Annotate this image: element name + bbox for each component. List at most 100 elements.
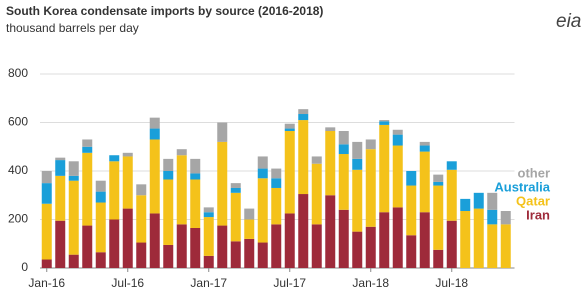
bar-segment xyxy=(365,139,376,150)
bar-segment xyxy=(433,174,444,182)
bar-segment xyxy=(284,123,295,129)
bar-segment xyxy=(41,259,52,268)
bar-segment xyxy=(163,179,174,245)
bar-segment xyxy=(244,208,255,220)
bar-segment xyxy=(325,130,336,196)
bar-segment xyxy=(406,171,417,186)
bar-segment xyxy=(136,242,147,268)
bar-segment xyxy=(217,122,228,142)
bar-segment xyxy=(392,129,403,135)
bar-segment xyxy=(203,217,214,256)
bar-segment xyxy=(298,114,309,121)
bar-segment xyxy=(82,225,93,268)
bar-segment xyxy=(392,207,403,268)
x-tick-label: Jan-16 xyxy=(28,276,65,290)
y-tick-label: 600 xyxy=(8,115,28,129)
bar-segment xyxy=(419,141,430,146)
bar-segment xyxy=(68,254,79,268)
bar-segment xyxy=(500,224,511,268)
y-tick-label: 0 xyxy=(21,260,28,274)
bar-segment xyxy=(163,171,174,180)
bar-segment xyxy=(257,178,268,243)
bar-segment xyxy=(149,139,160,214)
bar-segment xyxy=(95,191,106,203)
bar-segment xyxy=(55,157,66,161)
bar-segment xyxy=(257,242,268,268)
bar-segment xyxy=(217,225,228,268)
chart-title: South Korea condensate imports by source… xyxy=(6,4,323,18)
bar-segment xyxy=(109,219,120,268)
bar-segment xyxy=(352,169,363,232)
bar-segment xyxy=(244,238,255,268)
bar-segment xyxy=(257,168,268,179)
bar-segment xyxy=(298,194,309,268)
bar-segment xyxy=(41,171,52,184)
bar-segment xyxy=(433,249,444,268)
bar-segment xyxy=(460,211,471,268)
x-tick-label: Jan-17 xyxy=(190,276,227,290)
bar-segment xyxy=(122,152,133,157)
x-tick-label: Jan-18 xyxy=(352,276,389,290)
x-tick-label: Jul-17 xyxy=(273,276,306,290)
bar-segment xyxy=(190,179,201,228)
bar-segment xyxy=(190,158,201,174)
legend-label: Iran xyxy=(526,207,550,222)
bar-segment xyxy=(68,175,79,181)
bar-segment xyxy=(433,181,444,186)
bar-segment xyxy=(325,195,336,268)
bar-segment xyxy=(365,149,376,227)
logo: eia xyxy=(556,11,581,32)
y-tick-label: 800 xyxy=(8,66,28,80)
bar-segment xyxy=(311,224,322,268)
bar-segment xyxy=(338,154,349,210)
bar-segment xyxy=(311,156,322,164)
bar-segment xyxy=(446,161,457,170)
bar-segment xyxy=(163,244,174,268)
bar-segment xyxy=(271,224,282,268)
bar-segment xyxy=(244,219,255,239)
bar-segment xyxy=(379,124,390,213)
legend-label: other xyxy=(518,165,551,180)
bar-segment xyxy=(352,158,363,170)
bar-segment xyxy=(473,208,484,268)
bar-segment xyxy=(190,227,201,268)
bar-segment xyxy=(338,209,349,268)
bar-segment xyxy=(419,212,430,268)
bar-segment xyxy=(433,185,444,250)
bar-segment xyxy=(55,175,66,221)
legend-label: Australia xyxy=(494,179,550,194)
bar-segment xyxy=(271,178,282,188)
bar-segment xyxy=(419,151,430,213)
bar-segment xyxy=(500,211,511,225)
bar-segment xyxy=(487,209,498,225)
bar-segment xyxy=(68,161,79,176)
bar-segment xyxy=(284,130,295,214)
bar-segment xyxy=(109,155,120,162)
bar-segment xyxy=(473,192,484,209)
bar-segment xyxy=(379,120,390,122)
y-tick-label: 200 xyxy=(8,212,28,226)
bar-segment xyxy=(163,158,174,171)
bar-segment xyxy=(460,198,471,212)
bar-segment xyxy=(271,168,282,179)
bar-segment xyxy=(136,184,147,196)
bar-segment xyxy=(68,180,79,255)
bar-segment xyxy=(230,183,241,188)
x-tick-label: Jul-16 xyxy=(111,276,144,290)
bar-segment xyxy=(311,163,322,225)
bar-segment xyxy=(149,213,160,268)
bar-segment xyxy=(203,212,214,218)
bar-segment xyxy=(446,169,457,221)
bar-segment xyxy=(284,213,295,268)
x-tick-label: Jul-18 xyxy=(435,276,468,290)
bar-segment xyxy=(298,109,309,115)
bar-segment xyxy=(392,145,403,208)
bar-segment xyxy=(487,192,498,210)
y-tick-label: 400 xyxy=(8,163,28,177)
bar-segment xyxy=(109,161,120,220)
bar-segment xyxy=(257,156,268,169)
bar-segment xyxy=(338,130,349,145)
bar-segment xyxy=(338,144,349,155)
bar-segment xyxy=(446,220,457,268)
